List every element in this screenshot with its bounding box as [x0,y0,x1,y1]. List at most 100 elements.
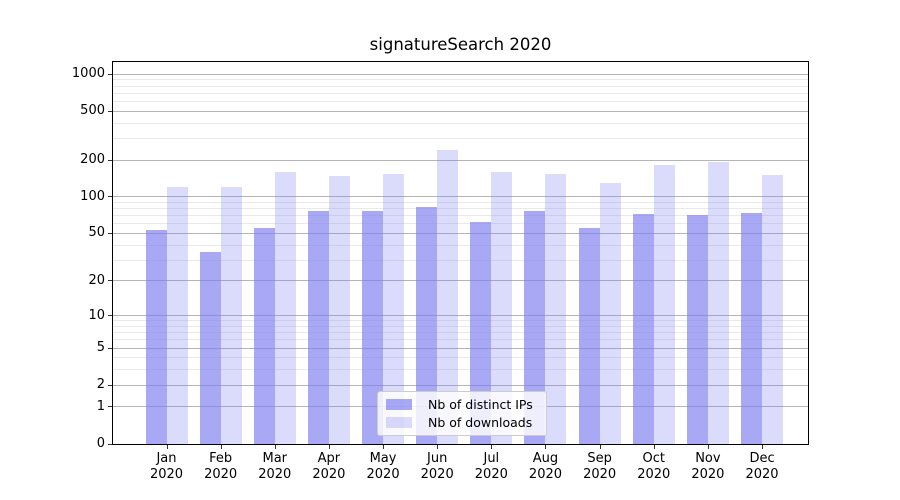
bar-distinct-ips-feb [199,252,221,444]
minor-gridline [113,325,808,327]
minor-gridline [113,215,808,217]
major-gridline [113,159,808,161]
x-tick-label-year: 2020 [366,466,400,482]
x-tick-mark [762,445,764,449]
minor-gridline [113,92,808,94]
x-tick-label: Feb 2020 [191,451,251,482]
x-tick-label-year: 2020 [637,466,671,482]
x-tick-label-year: 2020 [149,466,184,482]
minor-gridline [113,201,808,203]
major-gridline [113,280,808,282]
x-tick-label-month: Jan [156,451,177,466]
bar-downloads-jan [166,187,188,444]
legend-label: Nb of distinct IPs [428,397,533,412]
chart-title: signatureSearch 2020 [369,35,552,54]
y-tick-label: 0 [96,436,105,451]
x-tick-mark [491,445,493,449]
minor-gridline [113,100,808,102]
bar-downloads-aug [545,174,567,444]
x-tick-mark [653,445,655,449]
bar-downloads-sep [599,183,621,444]
y-tick-label: 2 [96,377,105,393]
x-tick-label-month: Dec [749,451,775,466]
x-tick-mark [220,445,222,449]
bar-distinct-ips-jan [145,230,167,444]
x-tick-label-month: Oct [642,451,665,466]
minor-gridline [113,137,808,139]
minor-gridline [113,332,808,334]
bar-downloads-nov [707,161,729,444]
x-tick-label-year: 2020 [312,466,346,482]
y-tick-label: 20 [88,272,105,288]
y-tick-label: 1000 [71,66,105,82]
bar-downloads-jul [491,171,513,444]
minor-gridline [113,223,808,225]
bar-downloads-dec [762,174,784,444]
bar-distinct-ips-aug [524,210,546,444]
minor-gridline [113,79,808,81]
x-tick-mark [328,445,330,449]
bar-distinct-ips-may [362,210,384,444]
major-gridline [113,232,808,234]
bar-distinct-ips-jul [470,222,492,444]
bar-downloads-feb [220,187,242,444]
y-tick-mark [108,347,112,349]
x-tick-label-month: Mar [262,451,288,466]
bar-distinct-ips-sep [578,227,600,444]
x-tick-mark [437,445,439,449]
major-gridline [113,315,808,317]
x-tick-label: Apr 2020 [299,451,359,482]
bar-distinct-ips-mar [253,228,275,444]
x-tick-mark [383,445,385,449]
y-tick-label: 50 [88,225,105,241]
x-tick-label-month: May [369,451,397,466]
bar-distinct-ips-dec [741,212,763,444]
x-tick-label: Dec 2020 [732,451,792,482]
y-tick-mark [108,406,112,408]
x-tick-mark [599,445,601,449]
x-tick-label: Jul 2020 [461,451,521,482]
y-tick-mark [108,196,112,198]
x-tick-label-month: Feb [209,451,233,466]
major-gridline [113,73,808,75]
minor-gridline [113,208,808,210]
x-tick-label-month: Aug [532,451,559,466]
y-tick-label: 10 [88,307,105,323]
x-tick-label-month: Sep [587,451,612,466]
minor-gridline [113,357,808,359]
x-tick-label: Sep 2020 [570,451,630,482]
y-tick-mark [108,110,112,112]
bar-downloads-mar [274,171,296,444]
y-tick-mark [108,73,112,75]
y-tick-label: 200 [80,152,105,168]
minor-gridline [113,339,808,341]
x-tick-label-month: Apr [317,451,341,466]
bar-distinct-ips-nov [686,215,708,444]
plot-area [112,61,809,445]
x-tick-label-month: Jun [427,451,448,466]
y-tick-label: 5 [96,340,105,356]
x-tick-mark [166,445,168,449]
bar-distinct-ips-jun [416,207,438,444]
bar-downloads-apr [328,176,350,444]
x-tick-label-year: 2020 [204,466,238,482]
x-tick-mark [545,445,547,449]
y-tick-mark [108,159,112,161]
minor-gridline [113,244,808,246]
x-tick-label-year: 2020 [528,466,563,482]
bar-distinct-ips-apr [307,210,329,444]
minor-gridline [113,259,808,261]
bar-distinct-ips-oct [632,213,654,444]
x-tick-label: Mar 2020 [245,451,305,482]
y-tick-mark [108,280,112,282]
x-tick-label-year: 2020 [691,466,725,482]
x-tick-label: Aug 2020 [515,451,575,482]
minor-gridline [113,122,808,124]
y-tick-mark [108,232,112,234]
x-tick-label-year: 2020 [474,466,508,482]
major-gridline [113,196,808,198]
x-tick-label-month: Nov [695,451,721,466]
x-tick-label: May 2020 [353,451,413,482]
bar-downloads-oct [653,164,675,444]
